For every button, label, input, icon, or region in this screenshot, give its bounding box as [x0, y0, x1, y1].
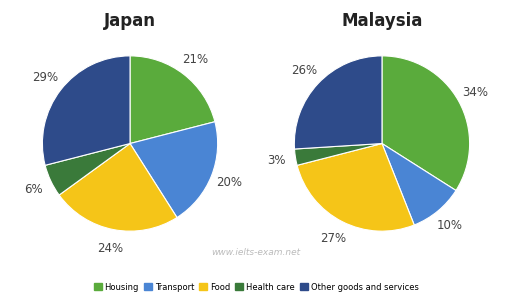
Text: 24%: 24%: [97, 242, 123, 255]
Wedge shape: [297, 144, 414, 231]
Wedge shape: [45, 144, 130, 195]
Text: 27%: 27%: [321, 232, 347, 245]
Text: 29%: 29%: [32, 71, 58, 85]
Wedge shape: [382, 56, 470, 190]
Title: Malaysia: Malaysia: [342, 12, 423, 30]
Text: 26%: 26%: [291, 64, 317, 77]
Wedge shape: [130, 122, 218, 217]
Wedge shape: [130, 56, 215, 144]
Text: 6%: 6%: [24, 183, 42, 196]
Wedge shape: [59, 144, 177, 231]
Text: 21%: 21%: [182, 53, 208, 65]
Text: www.ielts-exam.net: www.ielts-exam.net: [211, 248, 301, 257]
Legend: Housing, Transport, Food, Health care, Other goods and services: Housing, Transport, Food, Health care, O…: [90, 279, 422, 295]
Title: Japan: Japan: [104, 12, 156, 30]
Text: 3%: 3%: [267, 154, 286, 167]
Text: 20%: 20%: [217, 176, 242, 189]
Text: 10%: 10%: [437, 219, 463, 232]
Wedge shape: [294, 144, 382, 165]
Wedge shape: [294, 56, 382, 149]
Wedge shape: [382, 144, 456, 225]
Text: 34%: 34%: [463, 86, 488, 98]
Wedge shape: [42, 56, 130, 165]
